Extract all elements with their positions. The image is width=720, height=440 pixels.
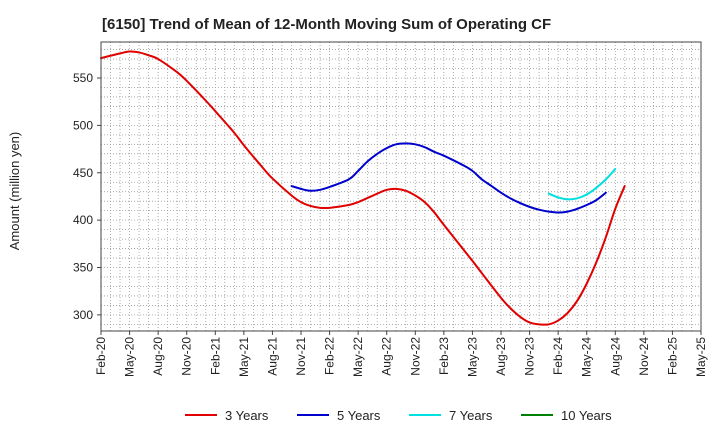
- y-tick-label: 450: [73, 166, 93, 180]
- x-tick-labels: Feb-20 May-20 Aug-20 Nov-20 Feb-21 May-21 Aug-…: [94, 331, 708, 377]
- x-tick-label: Aug-20: [151, 337, 165, 376]
- x-tick-label: Nov-20: [180, 337, 194, 376]
- grid-lines: [100, 42, 702, 331]
- x-tick-label: Feb-23: [437, 337, 451, 375]
- legend-label: 10 Years: [561, 408, 612, 423]
- y-tick-label: 400: [73, 213, 93, 227]
- x-tick-label: May-25: [694, 337, 708, 377]
- x-tick-label: May-22: [351, 337, 365, 377]
- x-tick-label: Aug-23: [494, 337, 508, 376]
- x-tick-label: May-21: [237, 337, 251, 377]
- y-tick-label: 300: [73, 308, 93, 322]
- x-tick-label: May-20: [123, 337, 137, 377]
- x-tick-label: May-24: [580, 337, 594, 377]
- x-tick-label: Nov-24: [637, 337, 651, 376]
- x-tick-label: Aug-24: [608, 337, 622, 376]
- x-tick-label: Nov-22: [408, 337, 422, 376]
- plot-frame: [100, 41, 702, 332]
- legend: 3 Years 5 Years 7 Years 10 Years: [185, 408, 612, 423]
- plot-background: [101, 42, 701, 331]
- series-line-5-years: [290, 142, 607, 214]
- x-tick-label: Feb-22: [323, 337, 337, 375]
- x-tick-label: Nov-21: [294, 337, 308, 376]
- y-tick-label: 500: [73, 118, 93, 132]
- x-tick-label: Aug-21: [265, 337, 279, 376]
- x-tick-label: Nov-23: [523, 337, 537, 376]
- legend-label: 7 Years: [449, 408, 493, 423]
- x-tick-label: Feb-21: [208, 337, 222, 375]
- series-line-7-years: [547, 167, 617, 201]
- x-tick-label: May-23: [465, 337, 479, 377]
- y-axis-label: Amount (million yen): [7, 132, 22, 251]
- y-tick-labels: 300 350 400 450 500 550: [73, 71, 101, 322]
- plot-area: [100, 41, 702, 332]
- legend-label: 3 Years: [225, 408, 269, 423]
- x-tick-label: Feb-20: [94, 337, 108, 375]
- x-tick-label: Feb-25: [665, 337, 679, 375]
- series-line-3-years: [100, 50, 626, 326]
- y-tick-label: 550: [73, 71, 93, 85]
- chart-title: [6150] Trend of Mean of 12-Month Moving …: [102, 16, 551, 33]
- x-tick-label: Feb-24: [551, 337, 565, 375]
- x-tick-label: Aug-22: [380, 337, 394, 376]
- y-tick-label: 350: [73, 261, 93, 275]
- legend-label: 5 Years: [337, 408, 381, 423]
- series-layer: [100, 50, 626, 326]
